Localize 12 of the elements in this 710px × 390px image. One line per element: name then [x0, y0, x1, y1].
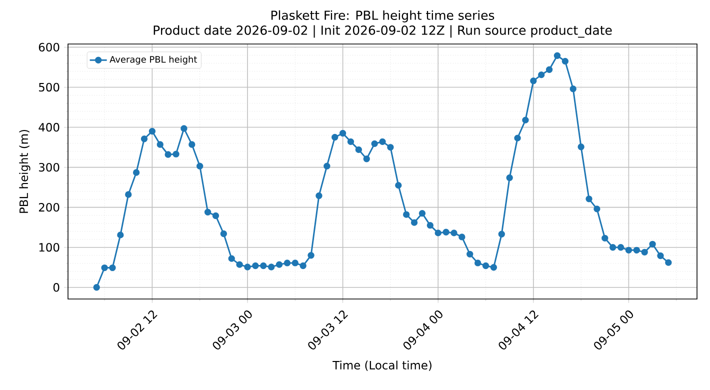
y-tick-label: 0	[53, 283, 60, 292]
y-axis-title: PBL height (m)	[19, 130, 30, 213]
y-tick-label: 300	[38, 162, 60, 172]
y-tick-label: 100	[39, 243, 60, 252]
x-axis-title: Time (Local time)	[332, 360, 432, 371]
legend-label: Average PBL height	[110, 56, 197, 65]
chart-title: Plaskett Fire: PBL height time series	[271, 10, 494, 22]
chart-subtitle: Product date 2026-09-02 | Init 2026-09-02 12Z | Run source product_date	[154, 25, 612, 38]
y-tick-label: 200	[38, 203, 60, 212]
y-tick-label: 500	[39, 82, 60, 92]
y-tick-label: 600	[38, 42, 60, 52]
y-tick-label: 400	[38, 122, 60, 132]
